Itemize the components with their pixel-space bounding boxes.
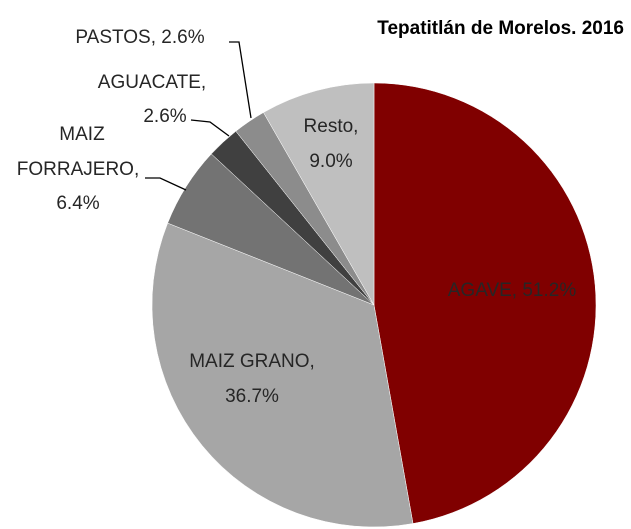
chart-title: Tepatitlán de Morelos. 2016 [377,18,624,39]
data-label: MAIZ GRANO, [189,351,315,372]
leader-line [145,177,187,191]
data-label: Resto, [304,116,359,137]
data-label: AGUACATE, [98,72,206,93]
pie-slice [151,222,414,528]
pie [151,82,597,528]
data-label: 36.7% [225,386,279,407]
data-label: AGAVE, 51.2% [448,280,577,301]
data-label: MAIZ [59,124,105,145]
data-label: 2.6% [143,106,186,127]
data-label: PASTOS, 2.6% [75,27,204,48]
data-label: FORRAJERO, [17,159,139,180]
pie-slice [373,82,597,524]
labels: AGAVE, 51.2% MAIZ GRANO, 36.7% MAIZ FORRAJER… [17,27,577,407]
data-label: 6.4% [56,193,99,214]
leader-line [190,119,230,137]
data-label: 9.0% [309,151,352,172]
pie-slice [263,82,375,306]
leader-line [229,41,252,119]
